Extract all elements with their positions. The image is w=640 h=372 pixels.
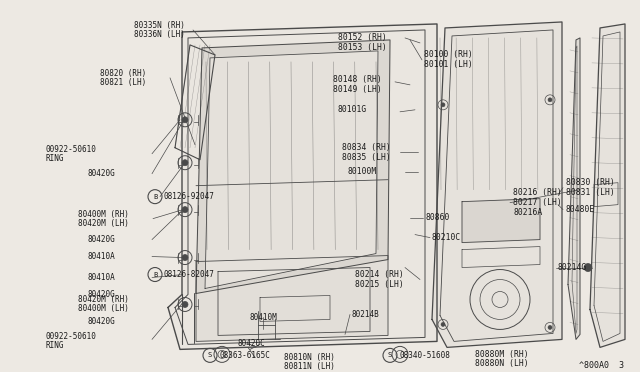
Text: 80100 (RH): 80100 (RH) <box>424 50 473 60</box>
Circle shape <box>584 263 592 272</box>
Text: 80214G: 80214G <box>558 263 588 272</box>
Text: 80820 (RH): 80820 (RH) <box>100 69 147 78</box>
Text: 80420G: 80420G <box>88 169 116 178</box>
Text: 80420M (RH): 80420M (RH) <box>78 295 129 304</box>
Text: 80217 (LH): 80217 (LH) <box>513 198 562 207</box>
Polygon shape <box>196 40 390 294</box>
Polygon shape <box>205 51 378 289</box>
Text: 80811N (LH): 80811N (LH) <box>284 362 335 371</box>
Text: 80420M (LH): 80420M (LH) <box>78 219 129 228</box>
Circle shape <box>548 98 552 102</box>
Text: 08126-92047: 08126-92047 <box>163 192 214 201</box>
Text: 80336N (LH): 80336N (LH) <box>134 31 185 39</box>
Text: 80153 (LH): 80153 (LH) <box>338 44 387 52</box>
Circle shape <box>182 160 188 166</box>
Text: 80215 (LH): 80215 (LH) <box>355 280 404 289</box>
Text: 80480E: 80480E <box>566 205 595 214</box>
Text: 80834 (RH): 80834 (RH) <box>342 143 391 152</box>
Text: 80420G: 80420G <box>88 290 116 299</box>
Text: 80821 (LH): 80821 (LH) <box>100 78 147 87</box>
Text: 80420C: 80420C <box>238 339 266 348</box>
Text: 08126-82047: 08126-82047 <box>163 270 214 279</box>
Circle shape <box>441 323 445 326</box>
Text: 80101 (LH): 80101 (LH) <box>424 60 473 70</box>
Text: 80860: 80860 <box>425 213 449 222</box>
Circle shape <box>441 103 445 107</box>
Polygon shape <box>462 199 540 243</box>
Text: 80835 (LH): 80835 (LH) <box>342 153 391 162</box>
Text: 80101G: 80101G <box>338 105 367 114</box>
Circle shape <box>182 301 188 308</box>
Text: 80216 (RH): 80216 (RH) <box>513 188 562 197</box>
Text: 80810N (RH): 80810N (RH) <box>284 353 335 362</box>
Text: 80410A: 80410A <box>88 273 116 282</box>
Text: 80420G: 80420G <box>88 235 116 244</box>
Circle shape <box>548 326 552 330</box>
Text: 80152 (RH): 80152 (RH) <box>338 33 387 42</box>
Polygon shape <box>168 24 437 349</box>
Text: 80100M: 80100M <box>348 167 377 176</box>
Polygon shape <box>196 256 388 341</box>
Circle shape <box>182 254 188 260</box>
Text: B: B <box>153 194 157 200</box>
Text: S: S <box>208 352 212 358</box>
Text: 08363-6165C: 08363-6165C <box>220 351 271 360</box>
Text: 00922-50610: 00922-50610 <box>46 332 97 341</box>
Polygon shape <box>568 38 580 339</box>
Text: RING: RING <box>46 154 65 163</box>
Text: 08340-51608: 08340-51608 <box>400 351 451 360</box>
Text: 80149 (LH): 80149 (LH) <box>333 85 381 94</box>
Polygon shape <box>432 22 562 347</box>
Circle shape <box>182 117 188 123</box>
Text: 80400M (RH): 80400M (RH) <box>78 210 129 219</box>
Text: 80830 (RH): 80830 (RH) <box>566 178 615 187</box>
Text: 80410M: 80410M <box>250 313 278 322</box>
Text: 80831 (LH): 80831 (LH) <box>566 188 615 197</box>
Text: 80210C: 80210C <box>432 233 461 242</box>
Text: RING: RING <box>46 341 65 350</box>
Text: B: B <box>153 272 157 278</box>
Text: 00922-50610: 00922-50610 <box>46 145 97 154</box>
Text: 80214 (RH): 80214 (RH) <box>355 270 404 279</box>
Text: 80335N (RH): 80335N (RH) <box>134 22 185 31</box>
Circle shape <box>182 206 188 213</box>
Text: 80880N (LH): 80880N (LH) <box>475 359 529 368</box>
Text: 80216A: 80216A <box>513 208 542 217</box>
Text: S: S <box>388 352 392 358</box>
Polygon shape <box>590 24 625 347</box>
Text: 80214B: 80214B <box>352 310 380 319</box>
Text: 80148 (RH): 80148 (RH) <box>333 76 381 84</box>
Text: 80410A: 80410A <box>88 252 116 261</box>
Text: ^800A0  3: ^800A0 3 <box>579 361 624 370</box>
Text: 80420G: 80420G <box>88 317 116 326</box>
Text: 80400M (LH): 80400M (LH) <box>78 304 129 313</box>
Text: 80880M (RH): 80880M (RH) <box>475 350 529 359</box>
